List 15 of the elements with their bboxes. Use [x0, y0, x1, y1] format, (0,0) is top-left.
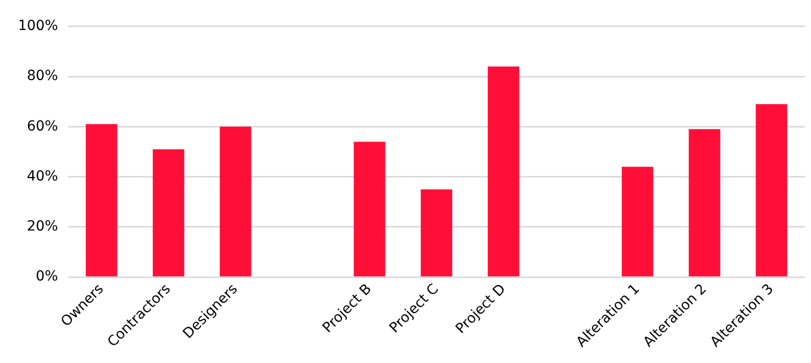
bar: [488, 66, 520, 276]
bar: [420, 189, 452, 276]
y-tick-label: 100%: [18, 18, 58, 34]
bar: [622, 166, 654, 276]
y-tick-label: 60%: [26, 118, 58, 134]
bar: [688, 129, 720, 276]
bar: [152, 149, 184, 276]
bar: [86, 124, 118, 276]
y-tick-label: 80%: [26, 68, 58, 84]
y-tick-label: 40%: [26, 168, 58, 184]
y-tick-label: 20%: [26, 218, 58, 235]
bar: [756, 104, 788, 276]
bar: [220, 126, 252, 276]
bar: [354, 142, 386, 276]
y-tick-label: 0%: [36, 268, 58, 285]
